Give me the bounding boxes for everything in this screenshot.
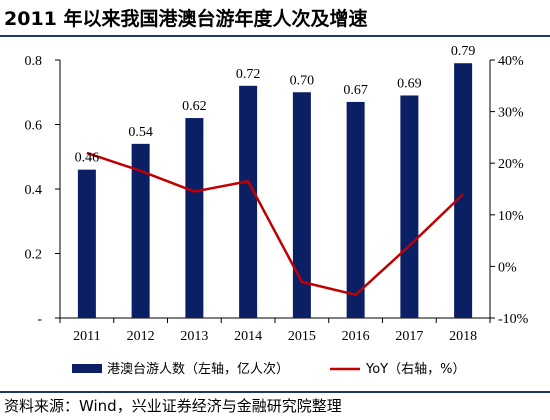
bar-data-label: 0.54 [128, 125, 153, 140]
right-tick-label: 10% [498, 209, 524, 224]
bar-data-label: 0.67 [343, 83, 368, 98]
yoy-line [86, 151, 464, 297]
bar-2014 [239, 85, 258, 318]
bar-data-label: 0.72 [236, 67, 261, 82]
legend-bar-label: 港澳台游人数（左轴，亿人次） [107, 361, 289, 377]
right-tick-label: 0% [498, 260, 517, 275]
left-tick-label: - [37, 312, 42, 327]
source-divider [0, 391, 550, 393]
legend-bar-swatch [72, 364, 102, 373]
left-tick-label: 0.6 [25, 119, 43, 134]
bar-data-label: 0.69 [397, 76, 422, 91]
right-tick-label: 20% [498, 157, 524, 172]
bar-data-label: 0.62 [182, 99, 207, 114]
bar-2015 [292, 92, 311, 318]
x-tick-label: 2018 [449, 329, 477, 344]
left-tick-label: 0.4 [25, 183, 43, 198]
source-note: 资料来源：Wind，兴业证券经济与金融研究院整理 [4, 397, 342, 415]
x-tick-label: 2013 [180, 329, 208, 344]
legend-line-label: YoY（右轴，%） [365, 362, 465, 377]
right-tick-label: 40% [498, 54, 524, 69]
x-tick-label: 2012 [127, 329, 155, 344]
bar-data-label: 0.70 [290, 73, 315, 88]
left-tick-label: 0.8 [25, 54, 43, 69]
left-tick-label: 0.2 [25, 248, 43, 263]
bar-2013 [185, 118, 204, 318]
bar-2016 [346, 101, 365, 318]
x-tick-label: 2011 [73, 329, 100, 344]
x-tick-label: 2014 [234, 329, 262, 344]
bar-data-label: 0.46 [75, 151, 100, 166]
right-tick-label: 30% [498, 106, 524, 121]
chart-title: 2011 年以来我国港澳台游年度人次及增速 [4, 8, 368, 30]
bar-2011 [77, 169, 96, 318]
x-tick-label: 2016 [342, 329, 370, 344]
bar-data-label: 0.79 [451, 44, 476, 59]
bar-2017 [400, 95, 419, 318]
bar-2012 [131, 143, 150, 318]
chart: - 0.2 0.4 0.6 0.8 -10% 0% 10% 20% 30% 40% 2011 2012 2… [25, 44, 529, 377]
x-tick-label: 2017 [395, 329, 423, 344]
bar-2018 [454, 63, 473, 318]
x-tick-label: 2015 [288, 329, 316, 344]
title-divider [0, 35, 550, 37]
right-tick-label: -10% [498, 312, 529, 327]
